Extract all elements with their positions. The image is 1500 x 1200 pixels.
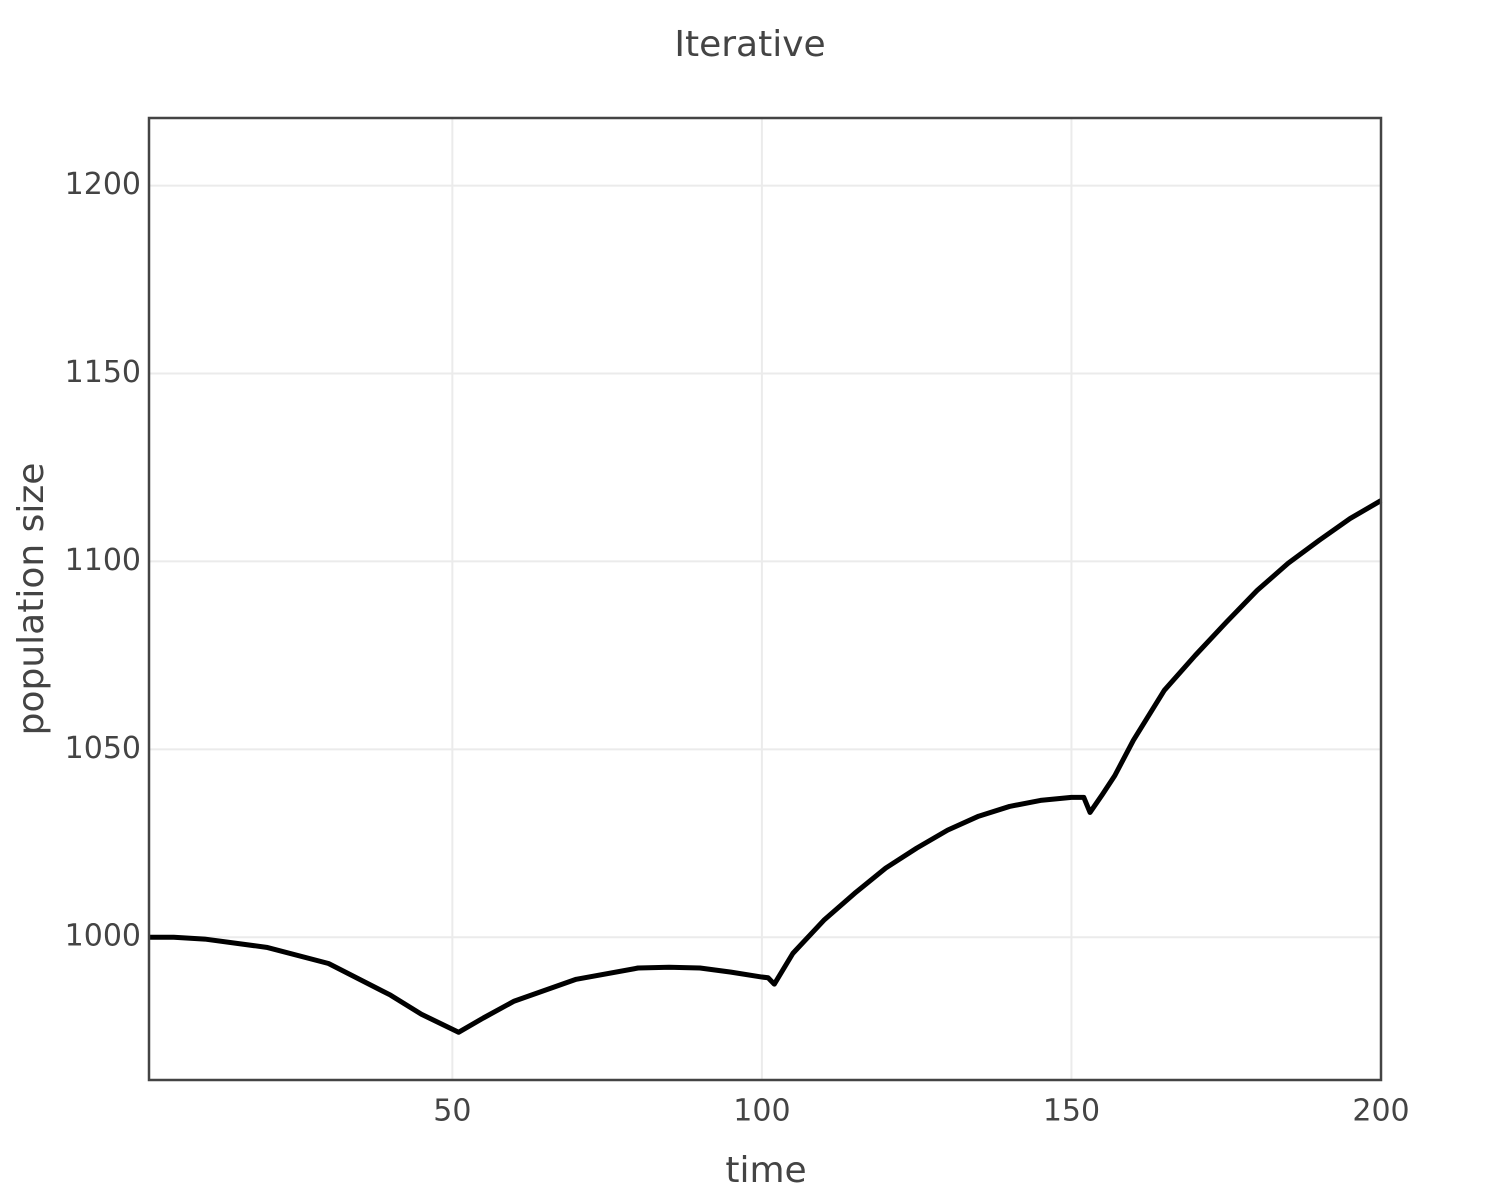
x-tick-label: 150 [1043, 1094, 1100, 1129]
y-tick-label: 1000 [65, 919, 141, 954]
plot-frame [147, 116, 1383, 1082]
x-tick-label: 50 [433, 1094, 471, 1129]
y-tick-label: 1050 [65, 731, 141, 766]
chart-title: Iterative [674, 24, 825, 65]
grid [149, 118, 1382, 1080]
y-tick-label: 1100 [65, 543, 141, 578]
x-axis-label: time [725, 1150, 806, 1191]
data-line [149, 498, 1383, 1035]
x-tick-label: 200 [1352, 1094, 1409, 1129]
y-axis-label: population size [11, 463, 52, 736]
x-tick-label: 100 [733, 1094, 790, 1129]
y-tick-label: 1200 [65, 167, 141, 202]
y-tick-label: 1150 [65, 355, 141, 390]
plot-area [149, 498, 1383, 1035]
